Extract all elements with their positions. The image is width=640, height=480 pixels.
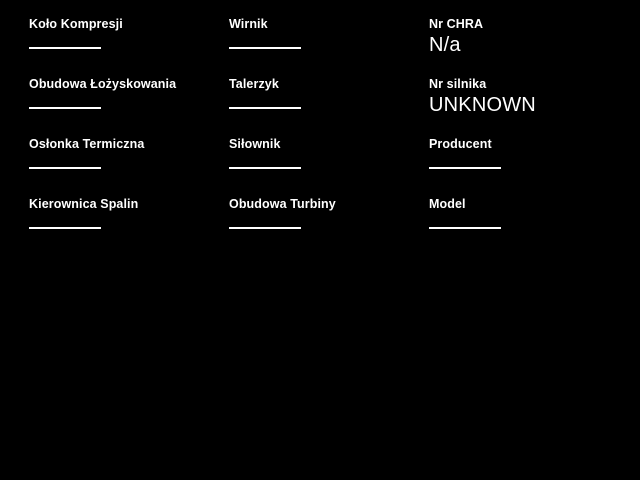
field-value: N/a: [429, 34, 461, 56]
field-rule[interactable]: [429, 167, 501, 169]
field-obudowa-lozyskowania[interactable]: Obudowa Łożyskowania: [29, 77, 219, 109]
field-nr-silnika[interactable]: Nr silnika UNKNOWN: [429, 77, 619, 116]
field-obudowa-turbiny[interactable]: Obudowa Turbiny: [229, 197, 419, 229]
field-kierownica-spalin[interactable]: Kierownica Spalin: [29, 197, 219, 229]
field-kolo-kompresji[interactable]: Koło Kompresji: [29, 17, 219, 49]
field-label: Osłonka Termiczna: [29, 137, 145, 151]
field-rule[interactable]: [429, 227, 501, 229]
field-rule[interactable]: [229, 47, 301, 49]
field-silownik[interactable]: Siłownik: [229, 137, 419, 169]
field-label: Nr CHRA: [429, 17, 484, 31]
field-label: Kierownica Spalin: [29, 197, 139, 211]
field-oslonka-termiczna[interactable]: Osłonka Termiczna: [29, 137, 219, 169]
field-rule[interactable]: [229, 167, 301, 169]
field-label: Producent: [429, 137, 492, 151]
field-rule[interactable]: [229, 107, 301, 109]
field-rule[interactable]: [229, 227, 301, 229]
field-rule[interactable]: [29, 47, 101, 49]
field-label: Wirnik: [229, 17, 268, 31]
field-talerzyk[interactable]: Talerzyk: [229, 77, 419, 109]
field-rule[interactable]: [29, 107, 101, 109]
field-value: UNKNOWN: [429, 94, 536, 116]
field-rule[interactable]: [29, 227, 101, 229]
field-producent[interactable]: Producent: [429, 137, 619, 169]
field-label: Obudowa Turbiny: [229, 197, 336, 211]
field-nr-chra[interactable]: Nr CHRA N/a: [429, 17, 619, 56]
field-label: Obudowa Łożyskowania: [29, 77, 177, 91]
field-label: Nr silnika: [429, 77, 487, 91]
field-model[interactable]: Model: [429, 197, 619, 229]
field-label: Siłownik: [229, 137, 281, 151]
field-wirnik[interactable]: Wirnik: [229, 17, 419, 49]
field-label: Koło Kompresji: [29, 17, 123, 31]
field-rule[interactable]: [29, 167, 101, 169]
field-label: Model: [429, 197, 466, 211]
field-label: Talerzyk: [229, 77, 279, 91]
